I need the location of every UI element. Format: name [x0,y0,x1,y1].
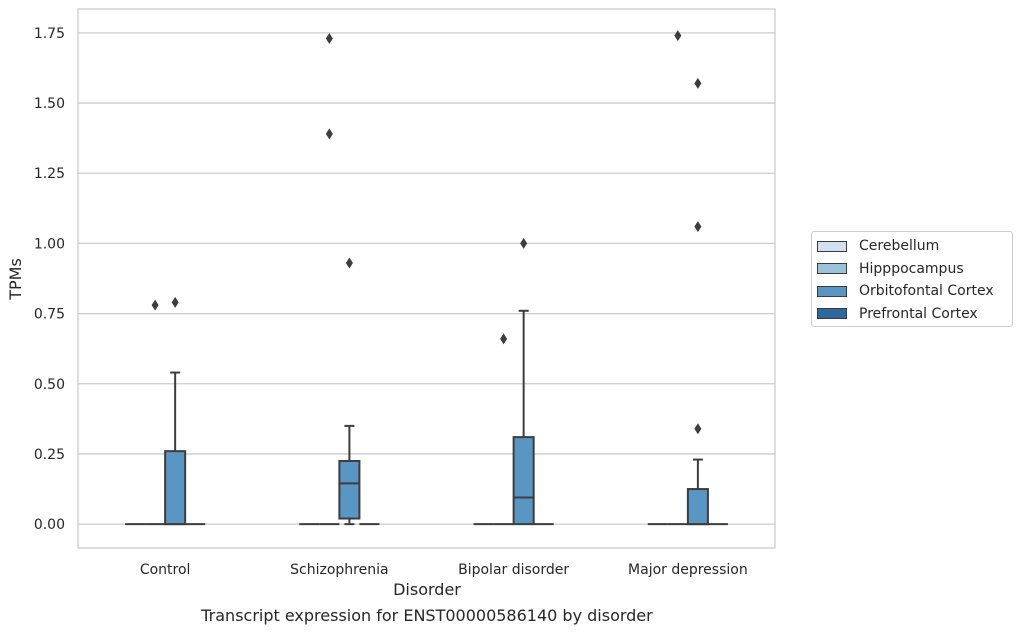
y-tick-label: 0.25 [34,447,65,463]
x-tick-label: Bipolar disorder [458,562,569,578]
legend-label: Prefrontal Cortex [859,305,978,322]
outlier-point [520,237,528,249]
iqr-box [164,450,187,526]
box-plot-item [164,371,187,526]
legend-swatch [817,240,847,252]
chart-caption: Transcript expression for ENST0000058614… [201,606,653,625]
outlier-point [345,257,353,269]
iqr-box [512,436,535,526]
x-tick-label: Major depression [628,562,748,578]
legend: Cerebellum Hipppocampus Orbitofontal Corte… [811,231,1013,327]
x-tick-labels: Control Schizophrenia Bipolar disorder Majo… [140,562,748,578]
y-tick-label: 1.25 [34,166,65,182]
y-tick-label: 1.75 [34,26,65,42]
box-plot-item [338,424,361,526]
legend-item: Prefrontal Cortex [817,303,1012,326]
legend-item: Cerebellum [817,235,1012,258]
outlier-point [325,32,333,44]
plot-area-frame [77,8,776,549]
outliers [151,30,702,435]
outlier-point [694,77,702,89]
legend-label: Hipppocampus [859,260,964,277]
legend-swatch [817,285,847,297]
iqr-box [686,488,709,526]
outlier-point [674,30,682,42]
box-plot-item [512,309,535,526]
legend-swatch [817,308,847,320]
gridlines [78,32,775,525]
x-axis-label: Disorder [393,580,461,599]
box-plot-item [686,458,709,526]
legend-item: Hipppocampus [817,258,1012,281]
outlier-point [694,221,702,233]
outlier-point [171,296,179,308]
legend-label: Cerebellum [859,238,940,255]
outlier-point [500,333,508,345]
iqr-box [338,459,361,520]
x-tick-label: Control [140,562,191,578]
outlier-point [325,128,333,140]
y-tick-labels: 0.00 0.25 0.50 0.75 1.00 1.25 1.50 1.75 [34,26,65,533]
boxes [125,309,728,526]
y-tick-label: 0.00 [34,517,65,533]
y-tick-label: 1.00 [34,236,65,252]
y-axis-label: TPMs [6,258,25,301]
outlier-point [694,423,702,435]
y-tick-label: 0.75 [34,307,65,323]
legend-item: Orbitofontal Cortex [817,280,1012,303]
legend-label: Orbitofontal Cortex [859,283,994,300]
y-tick-label: 1.50 [34,96,65,112]
y-tick-label: 0.50 [34,377,65,393]
outlier-point [151,299,159,311]
legend-swatch [817,263,847,275]
x-tick-label: Schizophrenia [290,562,388,578]
